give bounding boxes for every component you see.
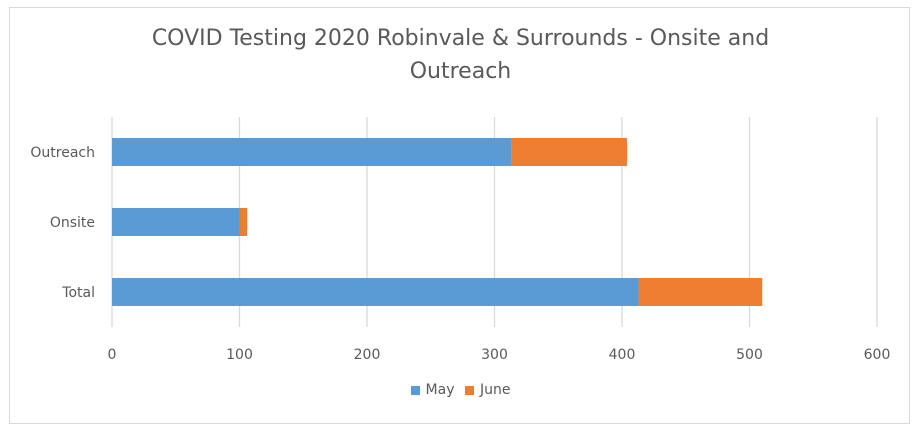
- y-category-label-total: Total: [61, 285, 95, 301]
- chart-title: COVID Testing 2020 Robinvale & Surrounds…: [0, 22, 921, 88]
- legend: May June: [0, 382, 921, 399]
- legend-swatch-june: [464, 385, 474, 395]
- bar-onsite-may: [112, 208, 240, 236]
- x-tick-label-0: 0: [108, 347, 117, 363]
- bar-outreach-june: [511, 138, 628, 166]
- x-tick-label-400: 400: [609, 347, 636, 363]
- chart-title-line-1: COVID Testing 2020 Robinvale & Surrounds…: [151, 26, 770, 51]
- bar-onsite-june: [239, 208, 248, 236]
- y-category-label-outreach: Outreach: [30, 145, 95, 161]
- x-tick-label-200: 200: [354, 347, 381, 363]
- legend-swatch-may: [410, 385, 420, 395]
- legend-label-may: May: [425, 382, 455, 398]
- bar-outreach-may: [112, 138, 512, 166]
- x-tick-label-600: 600: [864, 347, 891, 363]
- y-category-label-onsite: Onsite: [50, 215, 95, 231]
- legend-item-may: May: [410, 382, 455, 398]
- chart-title-line-2: Outreach: [409, 59, 512, 84]
- legend-label-june: June: [479, 382, 511, 398]
- x-tick-label-500: 500: [736, 347, 763, 363]
- bar-total-may: [112, 278, 639, 306]
- x-tick-label-100: 100: [226, 347, 253, 363]
- bar-total-june: [638, 278, 763, 306]
- x-tick-label-300: 300: [481, 347, 508, 363]
- legend-item-june: June: [464, 382, 511, 398]
